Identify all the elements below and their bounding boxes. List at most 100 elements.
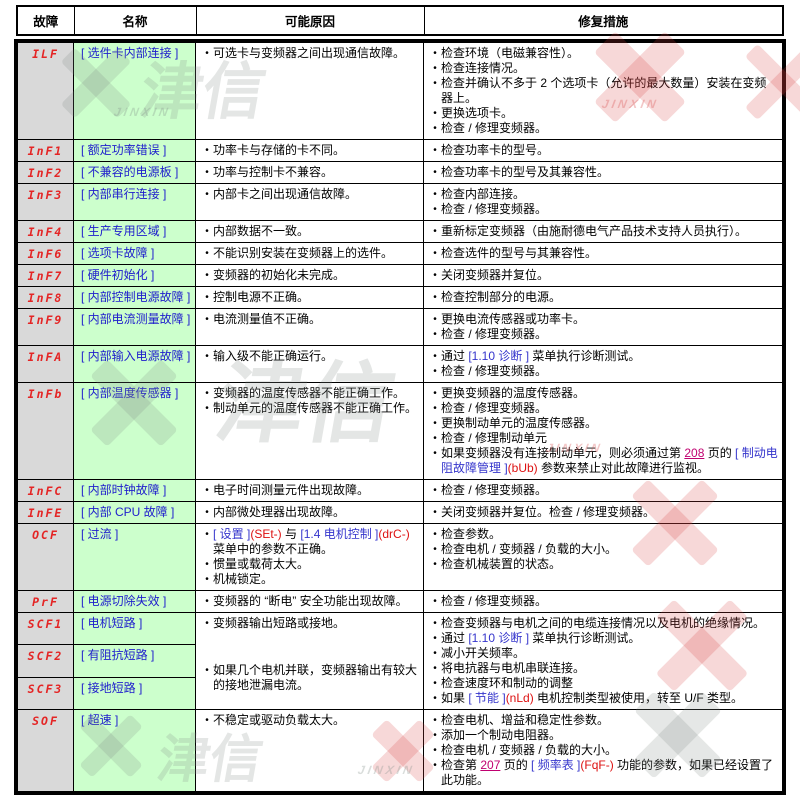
fault-code: SCF3 [27,681,64,696]
remedy-bullet: • 关闭变频器并复位。 [429,268,778,283]
text-segment: 检查内部连接。 [441,187,526,201]
bullet-icon: • [433,559,437,570]
fault-name-cell: [ 生产专用区域 ] [73,220,196,243]
remedy-bullet-text: 更换变频器的温度传感器。 [441,386,778,401]
bullet-icon: • [205,529,209,540]
bullet-icon: • [433,270,437,281]
remedy-bullet-text: 检查机械装置的状态。 [441,557,778,572]
fault-code-cell: InF7 [17,264,74,287]
cause-bullet-text: 电流测量值不正确。 [213,312,419,327]
column-header-2: 可能原因 [195,5,425,36]
text-segment: 检查电机 / 变频器 / 负载的大小。 [441,743,618,757]
text-segment: 内部数据不一致。 [213,224,310,238]
remedy-cell: • 检查参数。 • 检查电机 / 变频器 / 负载的大小。 • 检查机械装置的状态。 [423,523,783,591]
cause-bullet-text: 输入级不能正确运行。 [213,349,419,364]
bullet-icon: • [433,48,437,59]
fault-name-cell: [ 超速 ] [73,709,196,792]
text-segment: 检查变频器与电机之间的电缆连接情况以及电机的绝缘情况。 [441,616,766,630]
fault-code-cell: InF9 [17,308,74,346]
text-segment: 惯量或载荷太大。 [213,557,310,571]
fault-name-cell: [ 内部时钟故障 ] [73,479,196,502]
remedy-bullet: • 检查速度环和制动的调整 [429,676,778,691]
remedy-bullet: • 重新标定变频器（由施耐德电气产品技术支持人员执行）。 [429,224,778,239]
bullet-icon: • [433,78,437,89]
cause-bullet-text: [ 设置 ](SEt-) 与 [1.4 电机控制 ](drC-) 菜单中的参数不… [213,527,419,557]
text-segment: 不稳定或驱动负载太大。 [213,713,346,727]
remedy-bullet: • 检查 / 修理变频器。 [429,594,778,609]
remedy-cell: • 更换变频器的温度传感器。 • 检查 / 修理变频器。 • 更换制动单元的温度传感器。 •… [423,382,783,480]
remedy-bullet: • 检查环境（电磁兼容性）。 [429,46,778,61]
page-number-link[interactable]: 207 [480,758,501,772]
fault-name-cell: [ 内部输入电源故障 ] [73,345,196,383]
bullet-icon: • [205,388,209,399]
remedy-bullet: • 检查 / 修理制动单元 [429,431,778,446]
text-segment: 电子时间测量元件出现故障。 [213,483,370,497]
text-segment: 与 [281,527,301,541]
remedy-bullet-text: 关闭变频器并复位。检查 / 修理变频器。 [441,505,778,520]
cause-bullet: • 输入级不能正确运行。 [201,349,419,364]
remedy-bullet: • 检查 / 修理变频器。 [429,483,778,498]
remedy-bullet: • 通过 [1.10 诊断 ] 菜单执行诊断测试。 [429,349,778,364]
remedy-bullet: • 检查机械装置的状态。 [429,557,778,572]
cause-bullet-text: 功率卡与存储的卡不同。 [213,143,419,158]
fault-code-cell: PrF [17,590,74,613]
cause-bullet-text: 变频器的初始化未完成。 [213,268,419,283]
remedy-bullet-text: 重新标定变频器（由施耐德电气产品技术支持人员执行）。 [441,224,778,239]
bullet-icon: • [433,145,437,156]
fault-row-infe: InFE [ 内部 CPU 故障 ] • 内部微处理器出现故障。 • 关闭变频器并复位。检… [17,501,783,524]
fault-code: InF9 [27,313,64,327]
text-segment: 添加一个制动电阻器。 [441,728,562,742]
column-header-0: 故障 [16,5,75,36]
remedy-bullet-text: 通过 [1.10 诊断 ] 菜单执行诊断测试。 [441,349,778,364]
text-segment: 检查功率卡的型号。 [441,143,550,157]
fault-row-infa: InFA [ 内部输入电源故障 ] • 输入级不能正确运行。 • 通过 [1.10 诊断 … [17,345,783,383]
remedy-bullet-text: 检查电机 / 变频器 / 负载的大小。 [441,743,778,758]
bullet-icon: • [433,433,437,444]
remedy-cell: • 检查 / 修理变频器。 [423,479,783,502]
remedy-cell: • 通过 [1.10 诊断 ] 菜单执行诊断测试。 • 检查 / 修理变频器。 [423,345,783,383]
fault-code: SOF [32,714,59,728]
text-segment: 页的 [500,758,532,772]
remedy-bullet-text: 检查选件的型号与其兼容性。 [441,246,778,261]
page-number-link[interactable]: 208 [684,446,705,460]
text-segment: 通过 [441,631,469,645]
cause-bullet: • 功率卡与存储的卡不同。 [201,143,419,158]
bullet-icon: • [205,618,209,629]
text-segment: 减小开关频率。 [441,646,526,660]
remedy-bullet: • 检查连接情况。 [429,61,778,76]
fault-name-cell: [ 过流 ] [73,523,196,591]
fault-name-cell: [ 电机短路 ] [73,611,196,646]
fault-code: InF3 [27,188,64,202]
bullet-icon: • [205,403,209,414]
text-segment: 变频器的初始化未完成。 [213,268,346,282]
cause-bullet-text: 内部卡之间出现通信故障。 [213,187,419,202]
remedy-bullet-text: 检查 / 修理变频器。 [441,401,778,416]
bullet-icon: • [205,596,209,607]
remedy-cell: • 检查选件的型号与其兼容性。 [423,242,783,265]
text-segment: [1.10 诊断 ] [468,349,530,363]
fault-code-cell: InF2 [17,161,74,184]
fault-code: OCF [32,528,59,542]
fault-row-infc: InFC [ 内部时钟故障 ] • 电子时间测量元件出现故障。 • 检查 / 修理变频器。 [17,479,783,502]
remedy-bullet: • 如果 [ 节能 ](nLd) 电机控制类型被使用，转至 U/F 类型。 [429,691,778,706]
remedy-bullet-text: 检查环境（电磁兼容性）。 [441,46,778,61]
fault-row-inf8: InF8 [ 内部控制电源故障 ] • 控制电源不正确。 • 检查控制部分的电源。 [17,286,783,309]
fault-code-cell: SCF1 [17,611,74,646]
remedy-bullet: • 检查变频器与电机之间的电缆连接情况以及电机的绝缘情况。 [429,616,778,631]
remedy-bullet-text: 检查参数。 [441,527,778,542]
remedy-bullet-text: 减小开关频率。 [441,646,778,661]
bullet-icon: • [433,544,437,555]
cause-bullet-text: 功率与控制卡不兼容。 [213,165,419,180]
text-segment: 变频器输出短路或接地。 [213,616,346,630]
remedy-bullet-text: 关闭变频器并复位。 [441,268,778,283]
bullet-icon: • [433,418,437,429]
bullet-icon: • [205,189,209,200]
remedy-cell: • 检查功率卡的型号及其兼容性。 [423,161,783,184]
cause-bullet: • 内部数据不一致。 [201,224,419,239]
fault-row-inf1: InF1 [ 额定功率错误 ] • 功率卡与存储的卡不同。 • 检查功率卡的型号。 [17,139,783,162]
remedy-bullet-text: 检查功率卡的型号及其兼容性。 [441,165,778,180]
text-segment: (nLd) [505,691,534,705]
remedy-cell: • 检查环境（电磁兼容性）。 • 检查连接情况。 • 检查并确认不多于 2 个选项卡（允许… [423,42,783,140]
remedy-bullet: • 检查第 207 页的 [ 频率表 ](FqF-) 功能的参数，如果已经设置了此… [429,758,778,788]
fault-code-cell: InFb [17,382,74,480]
